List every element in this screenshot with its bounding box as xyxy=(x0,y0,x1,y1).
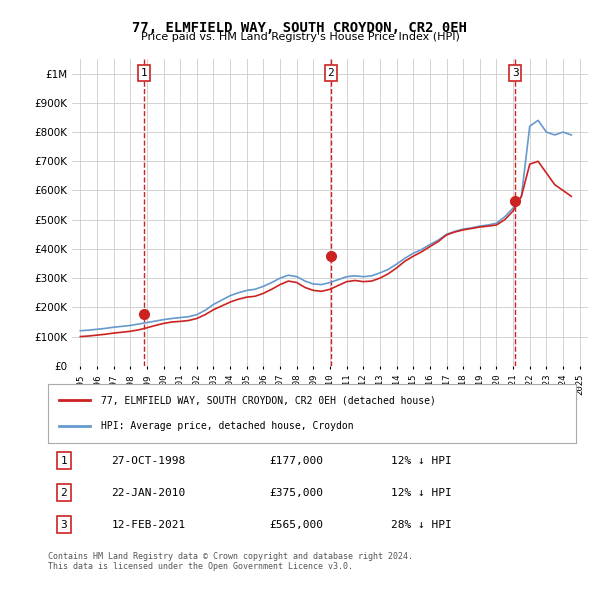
Text: 3: 3 xyxy=(512,68,518,78)
Text: 2: 2 xyxy=(61,488,67,497)
Text: 12-FEB-2021: 12-FEB-2021 xyxy=(112,520,185,530)
Text: 22-JAN-2010: 22-JAN-2010 xyxy=(112,488,185,497)
Text: 12% ↓ HPI: 12% ↓ HPI xyxy=(391,488,452,497)
Text: 1: 1 xyxy=(61,455,67,466)
Text: Price paid vs. HM Land Registry's House Price Index (HPI): Price paid vs. HM Land Registry's House … xyxy=(140,32,460,42)
Text: HPI: Average price, detached house, Croydon: HPI: Average price, detached house, Croy… xyxy=(101,421,353,431)
Text: 27-OCT-1998: 27-OCT-1998 xyxy=(112,455,185,466)
Text: £375,000: £375,000 xyxy=(270,488,324,497)
Text: 3: 3 xyxy=(61,520,67,530)
Text: 2: 2 xyxy=(328,68,334,78)
Text: 28% ↓ HPI: 28% ↓ HPI xyxy=(391,520,452,530)
Text: Contains HM Land Registry data © Crown copyright and database right 2024.
This d: Contains HM Land Registry data © Crown c… xyxy=(48,552,413,571)
Text: 77, ELMFIELD WAY, SOUTH CROYDON, CR2 0EH (detached house): 77, ELMFIELD WAY, SOUTH CROYDON, CR2 0EH… xyxy=(101,395,436,405)
Text: 12% ↓ HPI: 12% ↓ HPI xyxy=(391,455,452,466)
Text: 1: 1 xyxy=(140,68,147,78)
Text: £565,000: £565,000 xyxy=(270,520,324,530)
Text: 77, ELMFIELD WAY, SOUTH CROYDON, CR2 0EH: 77, ELMFIELD WAY, SOUTH CROYDON, CR2 0EH xyxy=(133,21,467,35)
Text: £177,000: £177,000 xyxy=(270,455,324,466)
